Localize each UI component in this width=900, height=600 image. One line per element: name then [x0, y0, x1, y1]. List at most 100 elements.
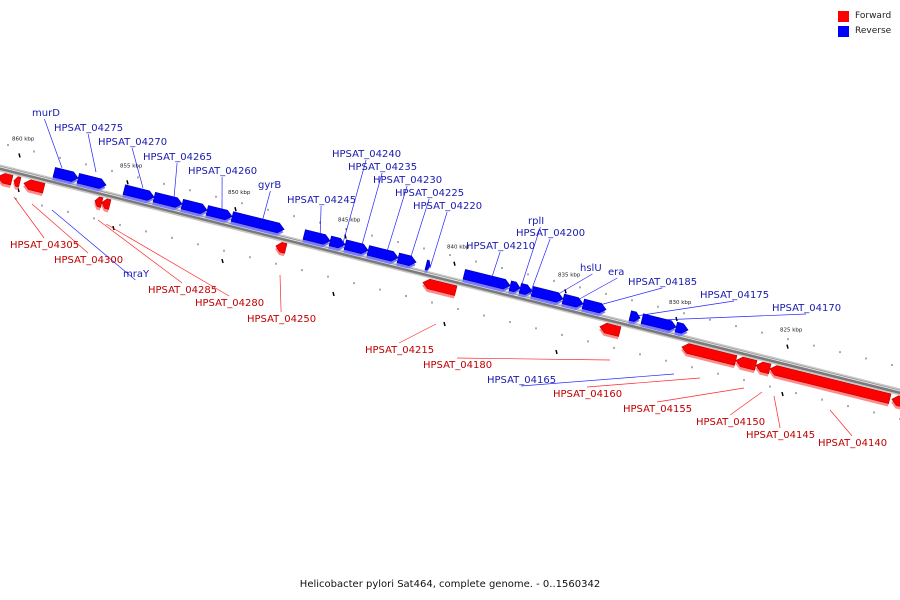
gene-arrow — [424, 259, 431, 274]
gene-label: mraY — [123, 269, 150, 280]
legend-forward-swatch — [838, 10, 849, 22]
gene-arrow-body — [122, 184, 155, 201]
leader-line — [384, 185, 408, 259]
leader-line — [105, 223, 230, 297]
gene-arrow-body — [530, 286, 564, 303]
gene-arrow — [681, 343, 738, 369]
gene-label: HPSAT_04180 — [423, 360, 492, 371]
leader-line — [407, 198, 430, 267]
legend-reverse-label: Reverse — [855, 26, 892, 36]
legend-reverse-swatch — [838, 25, 849, 37]
leader-line — [342, 159, 367, 244]
gene-arrow-body — [94, 196, 104, 208]
gene-label: HPSAT_04145 — [746, 430, 815, 441]
legend-reverse: Reverse — [838, 25, 891, 37]
gene-arrow — [23, 179, 46, 196]
leader-line — [554, 273, 593, 297]
gene-label: HPSAT_04300 — [54, 255, 123, 266]
gene-label: HPSAT_04305 — [10, 240, 79, 251]
leader-line — [595, 287, 663, 307]
gene-arrow-body — [561, 293, 584, 308]
leader-line — [457, 357, 611, 361]
gene-arrow — [180, 198, 208, 217]
gene-label: HPSAT_04170 — [772, 303, 841, 314]
leader-line — [521, 373, 675, 387]
major-tick — [126, 180, 129, 185]
gene-label: HPSAT_04175 — [700, 290, 769, 301]
gene-label: HPSAT_04280 — [195, 298, 264, 309]
gene-label: HPSAT_04225 — [395, 188, 464, 199]
gene-arrow-body — [628, 310, 641, 322]
gene-arrow-body — [422, 278, 458, 296]
gene-arrow-body — [328, 235, 346, 249]
gene-arrow-body — [769, 365, 892, 404]
major-tick — [453, 261, 456, 266]
gene-arrow — [0, 173, 14, 188]
scale-label: 835 kbp — [558, 272, 581, 278]
gene-arrow — [275, 242, 288, 257]
gene-arrow-body — [681, 343, 738, 366]
leader-line — [97, 219, 183, 284]
gene-arrow — [599, 322, 622, 340]
scale-label: 825 kbp — [780, 328, 803, 334]
leader-line — [87, 133, 97, 173]
gene-arrow — [94, 196, 104, 211]
gene-arrow — [13, 176, 22, 190]
leader-line — [279, 274, 282, 313]
gene-label: HPSAT_04165 — [487, 375, 556, 386]
gene-label: HPSAT_04240 — [332, 149, 401, 160]
gene-arrow-body — [302, 229, 331, 245]
gene-arrow — [422, 278, 458, 299]
gene-label: HPSAT_04235 — [348, 162, 417, 173]
gene-label: HPSAT_04140 — [818, 438, 887, 449]
backbone — [0, 165, 900, 395]
major-tick — [555, 349, 558, 355]
leader-line — [44, 118, 63, 169]
major-tick — [332, 291, 335, 297]
gene-label: HPSAT_04215 — [365, 345, 434, 356]
gene-label: HPSAT_04185 — [628, 277, 697, 288]
gene-arrow-body — [674, 321, 689, 334]
leader-line — [319, 205, 322, 241]
major-tick — [221, 258, 224, 264]
gene-label: HPSAT_04250 — [247, 314, 316, 325]
gene-label: era — [608, 267, 624, 278]
leader-line — [587, 377, 701, 388]
major-tick — [786, 344, 789, 349]
gene-arrow-body — [424, 259, 431, 271]
gene-arrow-body — [76, 173, 107, 189]
gene-arrow — [628, 310, 641, 325]
leader-line — [261, 190, 271, 223]
gene-arrow-body — [366, 245, 399, 262]
gene-arrow — [366, 245, 399, 265]
leader-line — [729, 391, 763, 416]
gene-arrow — [230, 211, 285, 236]
gene-arrow-body — [735, 356, 758, 371]
scale-label: 850 kbp — [228, 190, 251, 196]
gene-arrow — [462, 269, 511, 293]
major-tick — [781, 391, 784, 397]
scale-label: 860 kbp — [12, 136, 35, 142]
gene-label: HPSAT_04285 — [148, 285, 217, 296]
gene-arrow-body — [891, 395, 900, 408]
gene-label: HPSAT_04220 — [413, 201, 482, 212]
leader-line — [529, 238, 551, 295]
legend-forward-label: Forward — [855, 11, 892, 21]
gene-arrow — [755, 361, 772, 377]
gene-label: HPSAT_04230 — [373, 175, 442, 186]
backbone-highlight — [0, 166, 900, 392]
gene-arrow-body — [275, 242, 288, 254]
leader-line — [51, 209, 136, 281]
leader-line — [573, 277, 618, 303]
leader-line — [173, 162, 178, 199]
gene-arrow-body — [581, 298, 607, 314]
gene-arrow-body — [508, 280, 521, 293]
leader-line — [659, 313, 807, 321]
scale-label: 830 kbp — [669, 300, 692, 306]
gene-arrow-body — [599, 322, 622, 337]
gene-label: hslU — [580, 263, 602, 274]
gene-arrow — [328, 235, 346, 251]
gene-label: HPSAT_04210 — [466, 241, 535, 252]
gene-arrow-body — [13, 176, 22, 188]
gene-arrow-body — [0, 173, 14, 186]
